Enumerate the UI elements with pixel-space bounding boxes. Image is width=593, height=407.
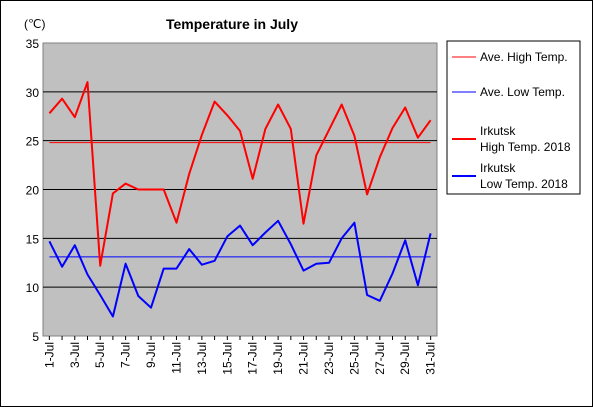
x-tick-label: 31-Jul (424, 342, 438, 375)
legend-label: Ave. High Temp. (480, 50, 568, 64)
x-tick-label: 1-Jul (42, 342, 56, 368)
grid-layer (43, 91, 437, 288)
y-tick-label: 5 (32, 330, 39, 344)
legend-label: Irkutsk (480, 161, 516, 175)
y-axis: 5 10 15 20 25 30 35 (26, 37, 40, 344)
x-tick-label: 15-Jul (220, 342, 234, 375)
x-tick-label: 7-Jul (119, 342, 133, 368)
x-tick-label: 5-Jul (93, 342, 107, 368)
x-tick-label: 23-Jul (322, 342, 336, 375)
series-line-3 (48, 81, 432, 267)
x-tick-label: 9-Jul (144, 342, 158, 368)
legend-label: High Temp. 2018 (480, 140, 571, 154)
y-tick-label: 10 (26, 281, 40, 295)
x-tick-label: 13-Jul (195, 342, 209, 375)
legend-label: Low Temp. 2018 (480, 177, 568, 191)
legend-box (446, 40, 581, 195)
x-axis: 1-Jul 3-Jul 5-Jul 7-Jul 9-Jul 11-Jul 13-Jul 15-… (42, 336, 438, 375)
chart-title: Temperature in July (166, 16, 298, 32)
legend-label: Ave. Low Temp. (480, 85, 565, 99)
x-tick-label: 11-Jul (169, 342, 183, 374)
y-tick-label: 30 (26, 86, 40, 100)
series-line-4 (48, 219, 432, 318)
legend-label: Irkutsk (480, 124, 516, 138)
series-layer (48, 81, 432, 318)
x-tick-label: 19-Jul (271, 342, 285, 375)
y-tick-label: 25 (26, 135, 40, 149)
y-tick-label: 35 (26, 37, 40, 51)
x-tick-label: 21-Jul (297, 342, 311, 375)
legend: Ave. High Temp. Ave. Low Temp. Irkutsk High… (452, 50, 571, 191)
x-tick-label: 17-Jul (246, 342, 260, 375)
x-tick-label: 27-Jul (373, 342, 387, 375)
x-tick-label: 25-Jul (347, 342, 361, 375)
y-tick-label: 20 (26, 184, 40, 198)
x-tick-label: 3-Jul (68, 342, 82, 368)
y-tick-label: 15 (26, 232, 40, 246)
x-tick-label: 29-Jul (398, 342, 412, 375)
y-unit-label: (℃) (24, 17, 45, 31)
